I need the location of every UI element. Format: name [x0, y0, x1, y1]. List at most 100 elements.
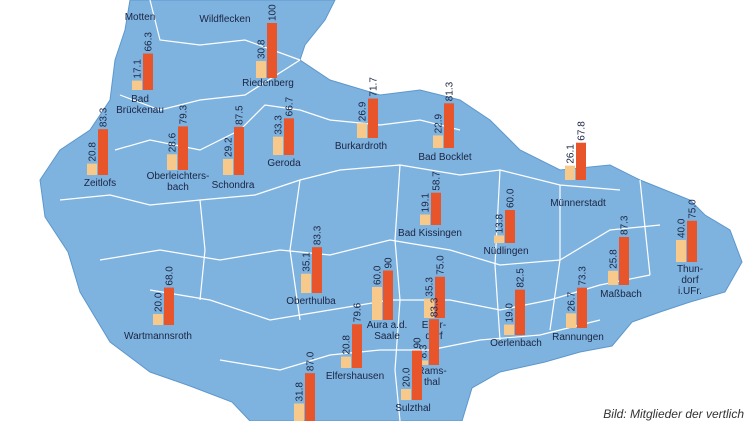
value-label: 75.0: [436, 255, 447, 275]
value-label: 71.7: [369, 77, 380, 97]
value-label: 20.0: [402, 367, 413, 387]
bar: [429, 319, 439, 365]
value-label: 90: [384, 257, 395, 269]
town-label: thal: [424, 377, 440, 388]
bar: [435, 276, 445, 318]
bar: [223, 158, 233, 175]
town-label: bach: [167, 182, 189, 193]
value-label: 25.8: [609, 249, 620, 269]
value-label: 60.0: [506, 188, 517, 208]
bar: [383, 270, 393, 320]
bar: [608, 270, 618, 285]
bar: [676, 240, 686, 262]
value-label: 13.8: [495, 214, 506, 234]
bar: [273, 136, 283, 155]
value-label: 29.2: [224, 137, 235, 157]
bar: [294, 403, 304, 421]
value-label: 87.5: [235, 105, 246, 125]
value-label: 40.0: [677, 218, 688, 238]
bar: [167, 154, 177, 170]
municipality-borders: [59, 0, 661, 421]
bar: [424, 298, 434, 318]
bar: [515, 289, 525, 335]
value-label: 33.3: [274, 115, 285, 135]
bar: [444, 103, 454, 148]
bar: [357, 123, 367, 138]
town-label: Thun-: [677, 264, 703, 275]
value-label: 66.7: [285, 96, 296, 116]
town-label: Rams-: [417, 366, 446, 377]
value-label: 19.0: [505, 303, 516, 323]
bar: [87, 163, 97, 175]
bar: [132, 80, 142, 90]
town-label: Bad Bocklet: [418, 152, 472, 163]
bar: [420, 214, 430, 225]
value-label: 90: [413, 337, 424, 349]
bar: [576, 142, 586, 180]
value-label: 35.3: [425, 277, 436, 297]
town-label: Wartmannsroth: [124, 331, 192, 342]
town-label: Schondra: [212, 180, 255, 191]
value-label: 8.3: [419, 344, 430, 358]
value-label: 26.7: [567, 291, 578, 311]
town-label: Münnerstadt: [550, 198, 606, 209]
town-label: Geroda: [267, 158, 301, 169]
value-label: 83.3: [313, 225, 324, 245]
value-label: 20.8: [88, 142, 99, 162]
town-label: dorf: [681, 275, 698, 286]
town-label: i.UFr.: [678, 286, 702, 297]
bar: [305, 373, 315, 421]
bar: [368, 98, 378, 138]
town-label: Nüdlingen: [483, 246, 528, 257]
value-label: 17.1: [133, 59, 144, 79]
town-label: Zeitlofs: [84, 178, 116, 189]
town-label: Motten: [125, 12, 156, 23]
value-label: 35.1: [302, 252, 313, 272]
bar: [566, 313, 576, 328]
bar: [164, 287, 174, 325]
value-label: 28.6: [168, 132, 179, 152]
caption: Bild: Mitglieder der vertlich: [603, 407, 744, 421]
town-label: Wildflecken: [199, 14, 250, 25]
value-label: 60.0: [373, 265, 384, 285]
bar: [98, 129, 108, 175]
town-label: Oerlenbach: [490, 338, 542, 349]
value-label: 75.0: [688, 199, 699, 219]
bar: [256, 61, 266, 78]
value-label: 67.8: [577, 121, 588, 141]
bar: [505, 210, 515, 243]
bar: [178, 126, 188, 170]
town-label: Oberthulba: [286, 296, 336, 307]
value-label: 26.1: [566, 144, 577, 164]
bar: [401, 389, 411, 400]
bar: [341, 356, 351, 368]
bar: [143, 53, 153, 90]
bar: [418, 360, 428, 365]
bar: [577, 287, 587, 328]
town-label: Rannungen: [552, 332, 604, 343]
value-label: 73.3: [578, 266, 589, 286]
bar: [504, 324, 514, 335]
town-label: Riedenberg: [242, 78, 294, 89]
value-label: 100: [268, 4, 279, 21]
value-label: 22.9: [434, 114, 445, 134]
town-label: Brückenau: [116, 105, 164, 116]
value-label: 79.6: [353, 302, 364, 322]
bar: [619, 236, 629, 285]
bar: [234, 126, 244, 175]
value-label: 79.3: [179, 104, 190, 124]
value-label: 82.5: [516, 268, 527, 288]
value-label: 87.3: [620, 215, 631, 235]
town-label: Bad: [131, 94, 149, 105]
value-label: 81.3: [445, 81, 456, 101]
bar: [301, 273, 311, 293]
bar: [284, 118, 294, 155]
value-label: 30.8: [257, 39, 268, 59]
value-label: 68.0: [165, 266, 176, 286]
bar: [433, 135, 443, 148]
bar: [412, 350, 422, 400]
town-label: Elfershausen: [326, 371, 384, 382]
value-label: 58.7: [432, 171, 443, 191]
town-label: Oberleichters-: [147, 171, 210, 182]
